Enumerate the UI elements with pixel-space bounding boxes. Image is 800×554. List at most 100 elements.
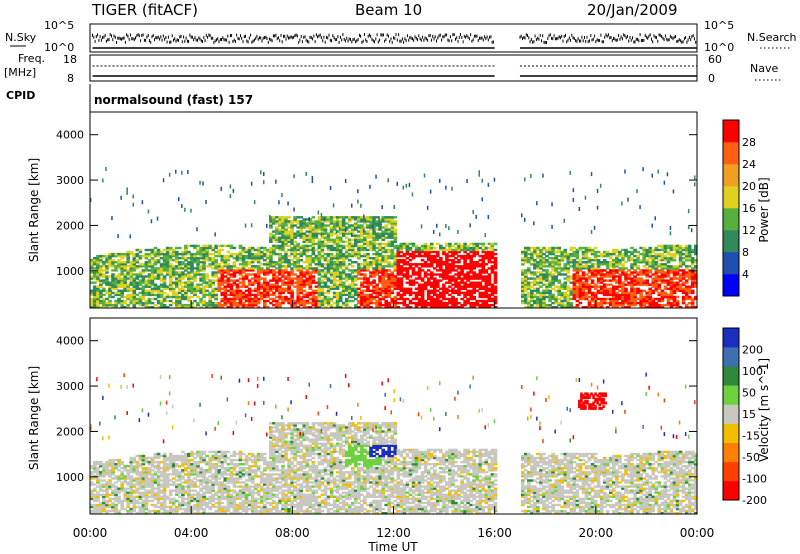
heatmap-cell xyxy=(156,261,161,264)
heatmap-cell xyxy=(217,254,222,258)
heatmap-cell xyxy=(527,285,531,288)
heatmap-cell xyxy=(436,285,440,288)
heatmap-cell xyxy=(320,303,325,307)
heatmap-cell xyxy=(363,265,367,268)
heatmap-cell xyxy=(278,259,282,262)
heatmap-cell xyxy=(596,285,601,288)
heatmap-cell xyxy=(442,263,446,266)
heatmap-cell xyxy=(165,295,170,299)
heatmap-cell xyxy=(226,250,231,254)
heatmap-cell xyxy=(114,291,118,295)
heatmap-cell xyxy=(445,254,449,258)
heatmap-cell xyxy=(302,246,307,250)
heatmap-cell xyxy=(429,254,434,258)
heatmap-cell xyxy=(190,257,194,260)
heatmap-cell xyxy=(393,295,398,299)
heatmap-cell xyxy=(144,279,149,282)
heatmap-cell xyxy=(99,273,103,276)
heatmap-cell xyxy=(469,267,473,270)
heatmap-cell xyxy=(323,285,328,288)
heatmap-cell xyxy=(630,263,634,266)
heatmap-cell xyxy=(144,281,149,284)
scatter-cell xyxy=(229,184,232,189)
heatmap-cell xyxy=(384,220,388,223)
heatmap-cell xyxy=(684,306,689,309)
heatmap-cell xyxy=(187,261,191,264)
heatmap-cell xyxy=(178,301,182,305)
heatmap-cell xyxy=(405,271,410,274)
heatmap-cell xyxy=(275,228,279,231)
heatmap-cell xyxy=(190,277,194,280)
heatmap-cell xyxy=(472,265,476,268)
colorbar-tick-label: 20 xyxy=(742,180,756,193)
heatmap-cell xyxy=(187,283,191,286)
heatmap-cell xyxy=(181,289,185,292)
heatmap-cell xyxy=(642,301,646,305)
heatmap-cell xyxy=(93,507,97,511)
heatmap-cell xyxy=(308,220,313,223)
heatmap-cell xyxy=(335,218,340,221)
heatmap-cell xyxy=(466,293,470,297)
heatmap-cell xyxy=(469,248,473,252)
heatmap-cell xyxy=(612,293,616,297)
heatmap-cell xyxy=(375,242,379,246)
heatmap-cell xyxy=(296,244,300,248)
heatmap-cell xyxy=(175,293,179,297)
heatmap-cell xyxy=(281,248,285,252)
heatmap-cell xyxy=(527,267,531,270)
heatmap-cell xyxy=(357,218,361,221)
heatmap-cell xyxy=(105,306,109,309)
heatmap-cell xyxy=(472,254,476,258)
heatmap-cell xyxy=(599,279,604,282)
heatmap-cell xyxy=(256,265,261,268)
heatmap-cell xyxy=(554,299,558,303)
heatmap-cell xyxy=(260,254,264,258)
heatmap-cell xyxy=(266,269,270,272)
heatmap-cell xyxy=(684,254,689,258)
heatmap-cell xyxy=(448,306,452,309)
heatmap-cell xyxy=(153,303,158,307)
heatmap-cell xyxy=(369,234,373,237)
heatmap-cell xyxy=(287,301,291,305)
heatmap-cell xyxy=(366,226,370,229)
heatmap-cell xyxy=(605,273,610,276)
heatmap-cell xyxy=(460,267,464,270)
heatmap-cell xyxy=(572,289,577,292)
heatmap-cell xyxy=(348,232,352,235)
heatmap-cell xyxy=(232,297,237,301)
heatmap-cell xyxy=(205,246,209,250)
heatmap-cell xyxy=(263,301,267,305)
heatmap-cell xyxy=(226,299,231,303)
heatmap-cell xyxy=(645,261,649,264)
heatmap-cell xyxy=(381,226,385,229)
heatmap-cell xyxy=(272,230,276,233)
heatmap-cell xyxy=(235,293,240,297)
heatmap-cell xyxy=(302,271,307,274)
heatmap-cell xyxy=(275,283,279,286)
heatmap-cell xyxy=(618,252,622,256)
heatmap-cell xyxy=(609,301,613,305)
heatmap-cell xyxy=(493,287,498,290)
heatmap-cell xyxy=(147,277,152,280)
heatmap-cell xyxy=(381,216,385,219)
heatmap-cell xyxy=(469,301,473,305)
heatmap-cell xyxy=(545,285,549,288)
heatmap-cell xyxy=(536,303,540,307)
heatmap-cell xyxy=(329,287,334,290)
heatmap-cell xyxy=(363,259,367,262)
heatmap-cell xyxy=(120,291,124,295)
heatmap-cell xyxy=(536,306,540,309)
heatmap-cell xyxy=(666,287,671,290)
heatmap-cell xyxy=(694,246,698,250)
heatmap-cell xyxy=(426,273,431,276)
heatmap-cell xyxy=(390,271,395,274)
heatmap-cell xyxy=(451,254,455,258)
heatmap-cell xyxy=(305,248,310,252)
heatmap-cell xyxy=(687,248,692,252)
heatmap-cell xyxy=(654,306,659,309)
heatmap-cell xyxy=(357,252,361,256)
heatmap-cell xyxy=(612,291,616,295)
heatmap-cell xyxy=(335,293,340,297)
heatmap-cell xyxy=(165,248,170,252)
heatmap-cell xyxy=(454,297,458,301)
